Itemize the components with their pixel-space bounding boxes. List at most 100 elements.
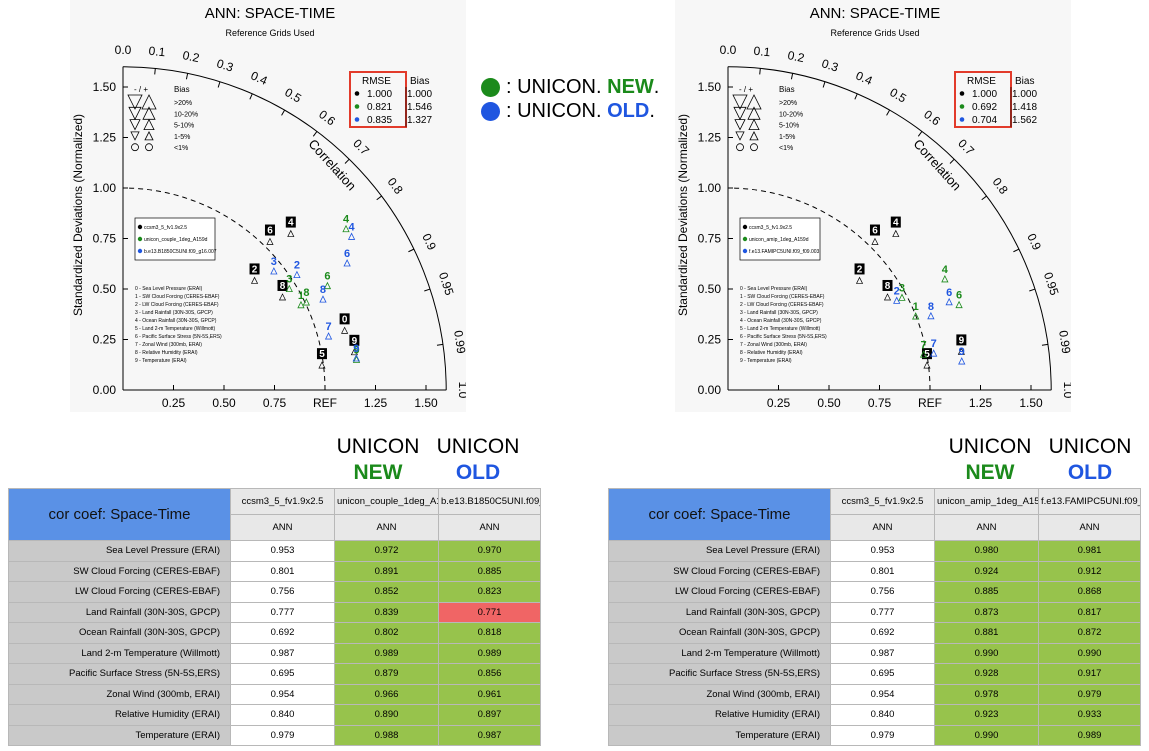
corr-tick-label: 0.5: [282, 85, 304, 106]
bias-down-triangle-icon: [734, 119, 746, 131]
case-legend-box: [739, 217, 821, 261]
data-point-label: 2: [857, 264, 863, 275]
corr-tick-label: 0.99: [1056, 329, 1071, 354]
corr-tick-label: 0.2: [786, 48, 805, 65]
variable-label: 9 - Temperature (ERAI): [740, 358, 792, 364]
y-tick-label: 1.50: [93, 80, 117, 94]
bias-circle-icon: [131, 143, 139, 152]
bias-circle-icon: [145, 143, 153, 152]
data-point-bias-icon: [927, 311, 935, 320]
variable-label: 4 - Ocean Rainfall (30N-30S, GPCP): [135, 318, 217, 324]
table-column-header: ccsm3_5_fv1.9x2.5: [830, 488, 935, 515]
table-cell-value: 0.873: [934, 601, 1039, 623]
data-point-label: 4: [288, 218, 294, 229]
rmse-case-dot: [354, 104, 360, 109]
header-new-right: UNICON NEW: [942, 434, 1038, 486]
table-cell-value: 0.989: [334, 642, 439, 664]
data-point-label: 3: [271, 256, 277, 268]
data-point-label: 1: [913, 301, 919, 313]
header-old-label: OLD: [455, 461, 501, 484]
data-point-label: 7: [921, 339, 927, 351]
table-subheader: ANN: [230, 514, 335, 541]
y-tick-label: 0.00: [698, 383, 722, 397]
bias-level-label: >20%: [779, 100, 797, 107]
data-point-bias-icon: [270, 267, 278, 275]
case-legend-name: unicon_amip_1deg_A159d: [749, 237, 809, 243]
corr-tick-label: 0.9: [1024, 231, 1044, 252]
table-row: Relative Humidity (ERAI) 0.840 0.890 0.897: [8, 704, 541, 726]
corr-tick: [1029, 288, 1036, 292]
corr-tick-label: 0.3: [820, 56, 840, 74]
y-tick-label: 0.75: [93, 232, 117, 246]
table-cell-value: 0.839: [334, 601, 439, 623]
table-cell-value: 0.923: [934, 704, 1039, 726]
table-cell-value: 0.989: [438, 642, 541, 664]
data-point-bias-icon: [919, 350, 928, 358]
variable-label: 5 - Land 2-m Temperature (Willmott): [740, 326, 821, 332]
data-point-bias-icon: [343, 259, 351, 267]
ref-arc: [122, 187, 326, 391]
table-cell-value: 0.953: [830, 540, 935, 562]
rmse-header: RMSE: [967, 76, 996, 87]
data-point-label: 9: [959, 346, 965, 358]
bias-down-triangle-icon: [128, 106, 142, 121]
data-point-bias-icon: [893, 296, 901, 304]
case-legend-name: f.e13.FAMIPC5UNI.f09_f09.003: [749, 249, 820, 255]
bias-up-triangle-icon: [144, 131, 154, 141]
bias-level-label: 1-5%: [779, 134, 795, 141]
table-cell-value: 0.933: [1038, 704, 1141, 726]
data-point-label: 9: [959, 335, 965, 346]
table-column-header: unicon_couple_1deg_A159d: [334, 488, 439, 515]
x-tick-label: 0.50: [212, 396, 236, 410]
bias-header: Bias: [410, 76, 429, 87]
table-row: Temperature (ERAI) 0.979 0.988 0.987: [8, 724, 541, 746]
legend-old-word: OLD: [607, 100, 650, 122]
bias-level-label: >20%: [174, 100, 192, 107]
table-subheader: ANN: [1038, 514, 1141, 541]
variable-label: 6 - Pacific Surface Stress (5N-5S,ERS): [135, 334, 222, 340]
data-point-marker: [921, 348, 932, 360]
variable-label: 6 - Pacific Surface Stress (5N-5S,ERS): [740, 334, 827, 340]
case-legend-dot: [137, 224, 143, 230]
data-point-bias-icon: [324, 332, 333, 340]
bias-down-triangle-icon: [735, 131, 745, 141]
corr-tick: [436, 343, 444, 346]
variable-label: 0 - Sea Level Pressure (ERAI): [740, 286, 808, 292]
table-cell-value: 0.801: [230, 560, 335, 582]
table-cell-value: 0.988: [334, 724, 439, 746]
data-point-bias-icon: [266, 237, 274, 245]
corr-tick: [217, 81, 221, 88]
table-cell-value: 0.801: [830, 560, 935, 582]
table-cell-value: 0.954: [230, 683, 335, 705]
header-old-left: UNICON OLD: [428, 434, 528, 486]
corr-tick-label: 0.7: [350, 136, 372, 158]
corr-tick-label: 0.4: [854, 68, 875, 88]
table-row: Pacific Surface Stress (5N-5S,ERS) 0.695 0…: [608, 663, 1141, 685]
table-subheader: ANN: [830, 514, 935, 541]
variable-label: 2 - LW Cloud Forcing (CERES-EBAF): [740, 302, 824, 308]
variable-label: 5 - Land 2-m Temperature (Willmott): [135, 326, 216, 332]
table-cell-value: 0.840: [830, 704, 935, 726]
case-legend-dot: [742, 236, 748, 242]
outer-arc: [122, 66, 447, 391]
header-unicon-label: UNICON: [948, 435, 1032, 458]
rmse-case-dot: [959, 104, 965, 109]
table-row: Ocean Rainfall (30N-30S, GPCP) 0.692 0.802…: [8, 622, 541, 644]
corr-tick-label: 1.0: [1061, 382, 1071, 399]
data-point-bias-icon: [923, 361, 931, 369]
data-point-label: 6: [956, 290, 962, 302]
x-tick-label: 0.25: [162, 396, 186, 410]
bias-up-triangle-icon: [748, 118, 760, 130]
table-cell-value: 0.692: [230, 622, 335, 644]
table-cell-value: 0.756: [830, 581, 935, 603]
table-row: Land Rainfall (30N-30S, GPCP) 0.777 0.873 0…: [608, 601, 1141, 623]
bias-value: 1.546: [407, 102, 432, 113]
row-label: Temperature (ERAI): [608, 724, 831, 746]
variable-label: 3 - Land Rainfall (30N-30S, GPCP): [740, 310, 818, 316]
data-point-label: 4: [893, 218, 899, 229]
row-label: LW Cloud Forcing (CERES-EBAF): [608, 581, 831, 603]
variable-label: 1 - SW Cloud Forcing (CERES-EBAF): [135, 294, 220, 300]
variable-label: 0 - Sea Level Pressure (ERAI): [135, 286, 203, 292]
data-point-label: 9: [353, 344, 359, 356]
row-label: Temperature (ERAI): [8, 724, 231, 746]
